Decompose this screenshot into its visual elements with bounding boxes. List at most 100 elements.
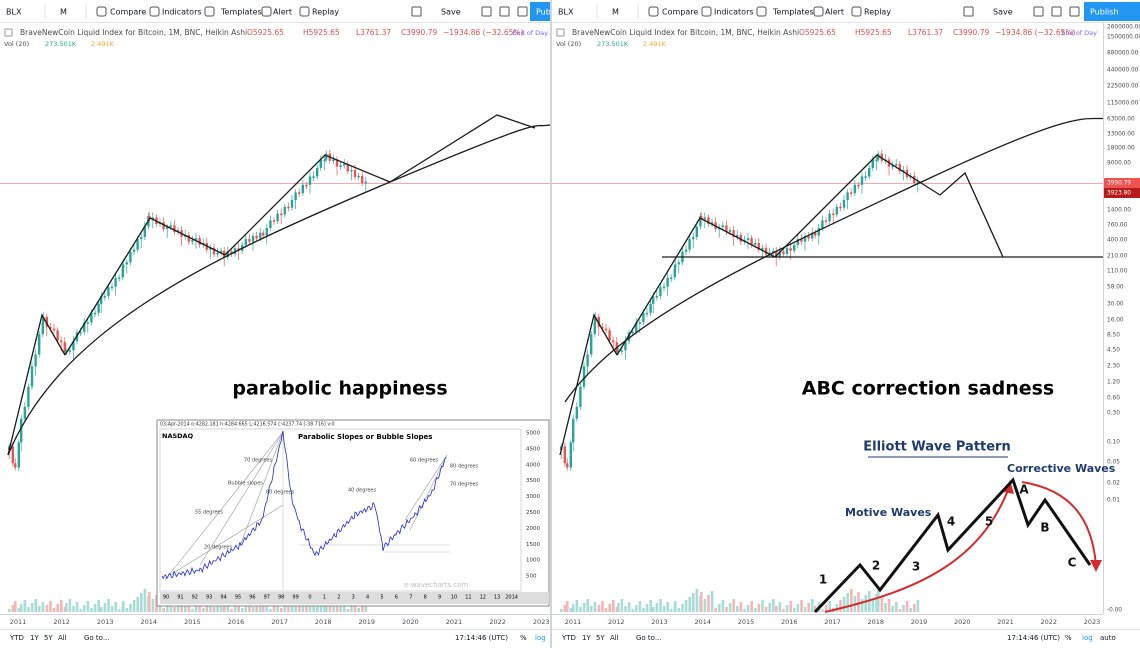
toolbar-icon[interactable] [1033, 6, 1044, 17]
candle [339, 165, 342, 167]
volume-bar [272, 605, 276, 612]
candle [880, 153, 883, 161]
candle [269, 220, 272, 228]
candle [612, 340, 615, 343]
toolbar-symbol[interactable]: BLX [6, 8, 22, 17]
toolbar-icon[interactable] [261, 6, 272, 17]
wave-label: B [1040, 521, 1049, 535]
candle [850, 192, 853, 194]
toolbar-publish[interactable]: Publish [1090, 8, 1119, 17]
candle [17, 442, 20, 468]
candle [652, 296, 655, 304]
toolbar-interval[interactable]: M [60, 8, 67, 17]
candle [597, 316, 600, 327]
toolbar-icon[interactable] [756, 6, 767, 17]
toolbar-icon[interactable] [701, 6, 712, 17]
range-button[interactable]: 1Y [582, 634, 591, 642]
toolbar-icon[interactable] [963, 6, 974, 17]
candle [594, 316, 597, 323]
range-button[interactable]: 1Y [30, 634, 39, 642]
volume-bar [627, 602, 631, 612]
candle [649, 303, 652, 313]
toolbar-icon[interactable] [96, 6, 107, 17]
price-tick-label: 18000.00 [1107, 146, 1135, 152]
range-button[interactable]: YTD [9, 634, 24, 642]
percent-toggle[interactable]: % [1065, 634, 1072, 642]
volume-bar [27, 607, 30, 612]
candle [38, 334, 41, 355]
time-tick-label: 2017 [824, 618, 841, 626]
toolbar-replay[interactable]: Replay [864, 8, 891, 17]
price-tick-label: 760.00 [1107, 223, 1128, 229]
goto-button[interactable]: Go to... [636, 634, 662, 642]
toolbar-templates[interactable]: Templates [220, 8, 262, 17]
goto-button[interactable]: Go to... [84, 634, 110, 642]
price-tick-label: 0.30 [1107, 411, 1120, 417]
arrow-head [1090, 560, 1102, 572]
toolbar-icon[interactable] [648, 6, 659, 17]
toolbar-replay[interactable]: Replay [312, 8, 339, 17]
toolbar-templates[interactable]: Templates [772, 8, 814, 17]
inset-x-label: 92 [192, 595, 198, 601]
toolbar-icon[interactable] [299, 6, 310, 17]
toolbar-compare[interactable]: Compare [110, 8, 146, 17]
volume-bar [86, 601, 90, 612]
candle [586, 354, 589, 367]
slope-line [169, 504, 284, 576]
candle [283, 206, 286, 215]
volume-bar [891, 606, 894, 612]
candle [100, 296, 103, 304]
volume-bar [17, 608, 21, 612]
toolbar-compare[interactable]: Compare [662, 8, 698, 17]
toolbar-publish[interactable]: Publish [536, 8, 565, 17]
log-toggle[interactable]: log [1082, 634, 1093, 642]
range-button[interactable]: YTD [561, 634, 576, 642]
candle [294, 192, 297, 200]
toolbar-icon[interactable] [1069, 6, 1080, 17]
time-tick-label: 2013 [651, 618, 668, 626]
publish-button[interactable] [530, 2, 590, 21]
log-toggle[interactable]: log [535, 634, 546, 642]
toolbar-icon[interactable] [813, 6, 824, 17]
toolbar-icon[interactable] [517, 6, 528, 17]
toolbar-save[interactable]: Save [441, 8, 461, 17]
price-tick-label: 2.30 [1107, 364, 1120, 370]
candle [209, 247, 212, 250]
toolbar-icon[interactable] [411, 6, 422, 17]
toolbar-symbol[interactable]: BLX [558, 8, 574, 17]
range-button[interactable]: 5Y [44, 634, 53, 642]
volume-bar [796, 604, 800, 612]
toolbar-save[interactable]: Save [993, 8, 1013, 17]
toolbar-icon[interactable] [499, 6, 510, 17]
candle [42, 316, 45, 323]
legend-low: L3761.37 [908, 28, 943, 37]
range-button[interactable]: 5Y [596, 634, 605, 642]
inset-header: 03-Apr-2014 o:4282.181 h:4284.665 L:4216… [160, 422, 335, 428]
volume-bar [803, 607, 807, 612]
volume-bar [233, 605, 237, 612]
percent-toggle[interactable]: % [520, 634, 527, 642]
range-button[interactable]: All [58, 634, 67, 642]
toolbar-icon[interactable] [481, 6, 492, 17]
volume-bar [842, 597, 846, 612]
candle [364, 181, 367, 184]
time-tick-label: 2017 [271, 618, 288, 626]
toolbar-alert[interactable]: Alert [825, 8, 844, 17]
auto-toggle[interactable]: auto [1100, 634, 1116, 642]
volume-bar [244, 604, 248, 612]
toolbar-icon[interactable] [851, 6, 862, 17]
toolbar-icon[interactable] [204, 6, 215, 17]
toolbar-indicators[interactable]: Indicators [162, 8, 202, 17]
volume-bar [666, 602, 669, 612]
toolbar-alert[interactable]: Alert [273, 8, 292, 17]
toolbar-icon[interactable] [1051, 6, 1062, 17]
toolbar-icon[interactable] [149, 6, 160, 17]
range-button[interactable]: All [610, 634, 619, 642]
publish-button[interactable] [1084, 2, 1140, 21]
toolbar-interval[interactable]: M [612, 8, 619, 17]
volume-bar [566, 601, 569, 612]
price-tick-label: 1500000.00 [1107, 35, 1140, 41]
volume-bar [75, 602, 79, 612]
toolbar-indicators[interactable]: Indicators [714, 8, 754, 17]
volume-bar [42, 609, 45, 612]
